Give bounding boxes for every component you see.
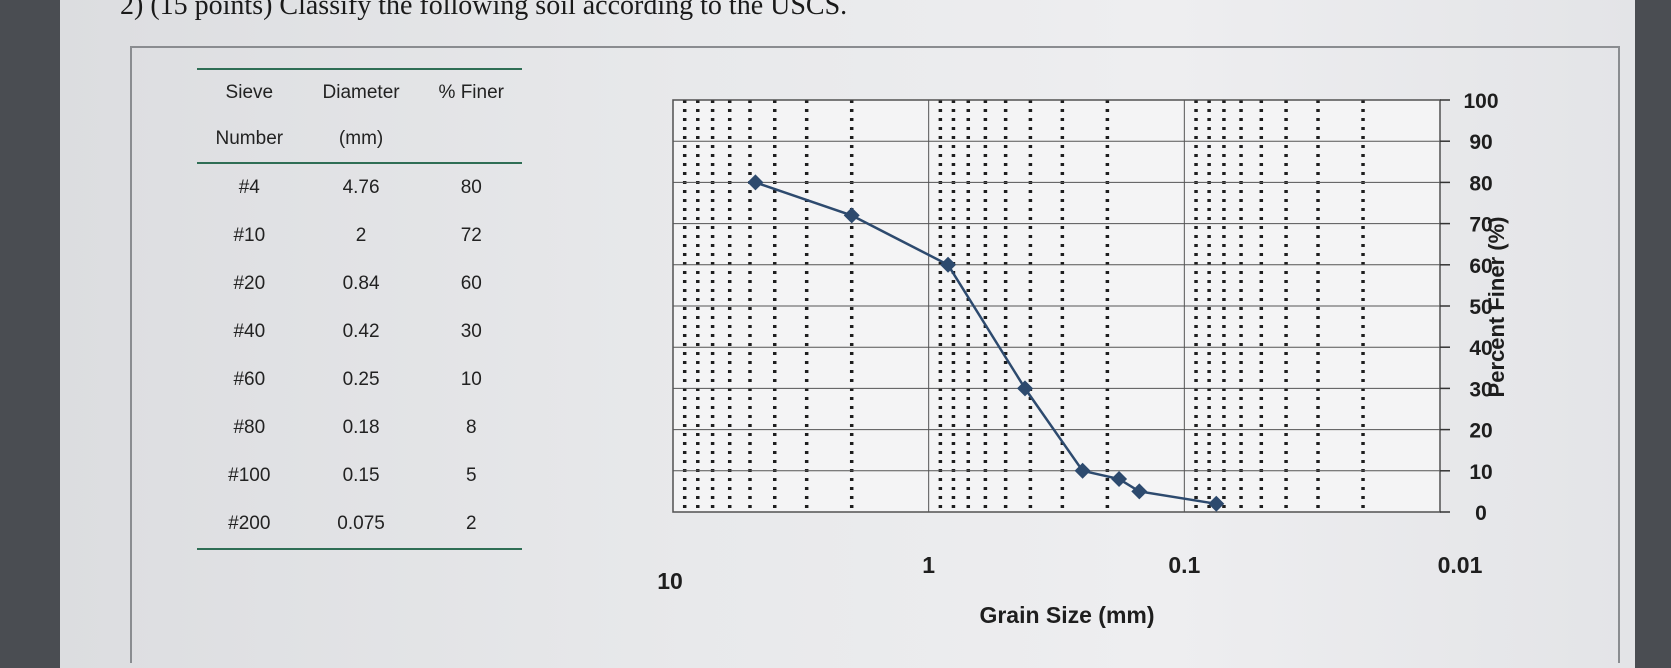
data-point — [1208, 495, 1225, 512]
cell-sieve: #100 — [228, 465, 271, 486]
cell-diameter: 0.25 — [342, 369, 380, 390]
data-point — [940, 256, 957, 273]
cell-diameter: 0.15 — [342, 465, 380, 486]
table-row: #40 0.42 30 — [197, 308, 522, 356]
cell-sieve: #20 — [233, 273, 266, 294]
header-mm: (mm) — [301, 116, 421, 164]
chart-series — [747, 174, 1225, 512]
cell-finer: 30 — [460, 321, 482, 342]
y-tick-label: 90 — [1469, 131, 1492, 154]
cell-sieve: #60 — [233, 369, 266, 390]
data-point — [747, 174, 764, 191]
table-row: #4 4.76 80 — [197, 163, 522, 212]
y-tick-label: 70 — [1469, 214, 1492, 237]
sieve-table: Sieve Diameter % Finer Number (mm) #4 4.… — [197, 68, 522, 550]
cell-sieve: #80 — [233, 417, 266, 438]
figure-frame — [130, 46, 1620, 663]
cell-sieve: #4 — [238, 177, 260, 198]
x-axis-label: Grain Size (mm) — [979, 602, 1154, 628]
cell-finer: 72 — [460, 225, 482, 246]
cell-diameter: 4.76 — [342, 177, 380, 198]
table-row: #80 0.18 8 — [197, 404, 522, 452]
table-header-row: Number (mm) — [197, 116, 522, 164]
y-tick-label: 0 — [1475, 502, 1487, 525]
table-row: #20 0.84 60 — [197, 260, 522, 308]
data-point — [1074, 462, 1091, 479]
header-diameter: Diameter — [301, 68, 421, 116]
x-tick-label: 0.1 — [1168, 552, 1200, 578]
header-finer: % Finer — [420, 68, 522, 116]
data-point — [1111, 471, 1128, 488]
header-empty — [420, 116, 522, 164]
table-row: #60 0.25 10 — [197, 356, 522, 404]
cell-diameter: 0.075 — [301, 500, 421, 550]
data-point — [1016, 380, 1033, 397]
x-tick-label: 0.01 — [1438, 552, 1483, 578]
x-tick-label: 10 — [657, 568, 683, 594]
cell-finer: 2 — [420, 500, 522, 550]
cell-finer: 10 — [460, 369, 482, 390]
table-row: #10 2 72 — [197, 212, 522, 260]
cell-finer: 60 — [460, 273, 482, 294]
cell-diameter: 0.42 — [342, 321, 380, 342]
data-point — [1131, 483, 1148, 500]
cell-diameter: 0.84 — [342, 273, 380, 294]
y-tick-label: 100 — [1463, 90, 1498, 113]
y-tick-label: 60 — [1469, 255, 1492, 278]
y-tick-label: 40 — [1469, 337, 1492, 360]
cell-sieve: #10 — [233, 225, 266, 246]
cell-finer: 80 — [460, 177, 482, 198]
y-tick-label: 30 — [1469, 378, 1492, 401]
chart-grid — [672, 99, 1441, 513]
cell-finer: 8 — [465, 417, 477, 438]
cell-sieve: #40 — [233, 321, 266, 342]
y-tick-label: 20 — [1469, 420, 1492, 443]
data-point — [843, 207, 860, 224]
cell-diameter: 2 — [355, 225, 367, 246]
cell-diameter: 0.18 — [342, 417, 380, 438]
y-axis-label: Percent Finer (%) — [1484, 217, 1509, 398]
x-tick-label: 1 — [922, 552, 935, 578]
header-sieve: Sieve — [197, 68, 302, 116]
table-row: #100 0.15 5 — [197, 452, 522, 500]
table-header-row: Sieve Diameter % Finer — [197, 68, 522, 116]
y-tick-label: 80 — [1469, 172, 1492, 195]
header-number: Number — [197, 116, 302, 164]
chart-axes: 0 10 20 30 40 50 60 70 80 90 100 10 1 0.1 0.01 — [657, 90, 1498, 594]
y-tick-label: 10 — [1469, 461, 1492, 484]
question-text: 2) (15 points) Classify the following so… — [120, 0, 848, 21]
y-tick-label: 50 — [1469, 296, 1492, 319]
cell-finer: 5 — [465, 465, 477, 486]
table-row: #200 0.075 2 — [197, 500, 522, 550]
cell-sieve: #200 — [197, 500, 302, 550]
